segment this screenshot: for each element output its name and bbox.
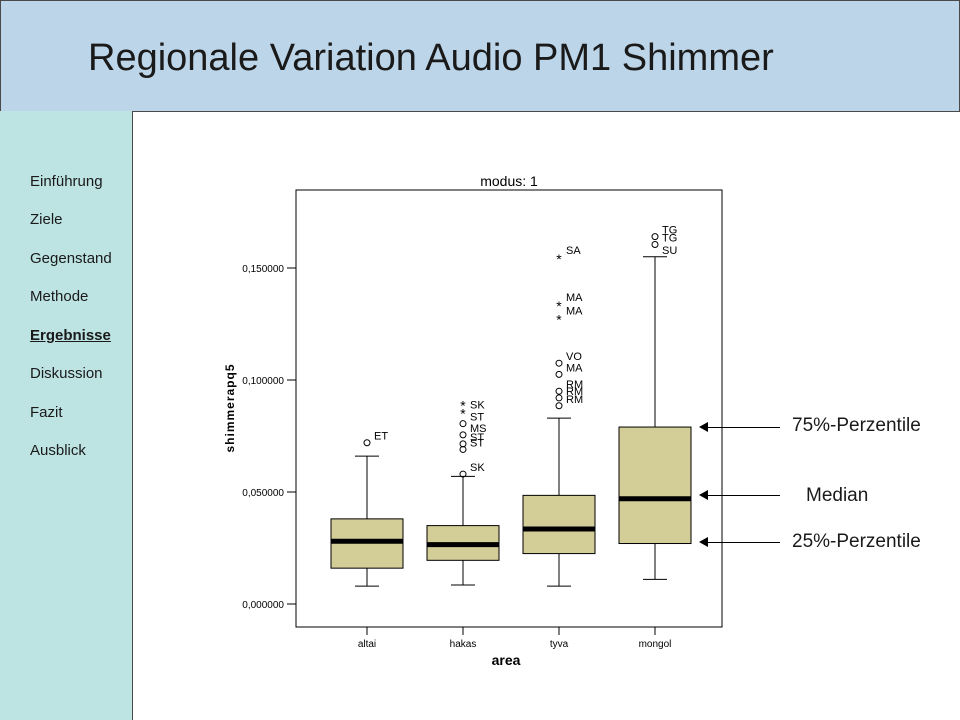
outlier-marker <box>363 439 371 447</box>
outlier-marker <box>555 387 563 395</box>
outlier-label: MS <box>470 423 487 435</box>
chart-title: modus: 1 <box>480 173 538 189</box>
q3-arrow-icon <box>699 422 708 432</box>
extreme-marker: * <box>460 398 466 414</box>
outlier-marker <box>651 240 659 248</box>
nav-item-methode[interactable]: Methode <box>30 288 89 305</box>
extreme-marker: * <box>556 298 562 314</box>
outlier-marker <box>459 440 467 448</box>
nav-item-fazit[interactable]: Fazit <box>30 404 63 421</box>
outlier-label: SA <box>566 245 581 257</box>
plot-frame <box>295 189 723 628</box>
box-tyva <box>522 494 596 555</box>
outlier-label: SK <box>470 399 485 411</box>
y-tick-label: 0,100000 <box>242 376 284 387</box>
x-tick-label: hakas <box>450 639 477 650</box>
x-axis-label: area <box>492 652 521 668</box>
median-arrow-icon <box>699 490 708 500</box>
outlier-marker <box>555 370 563 378</box>
extreme-marker: * <box>460 405 466 421</box>
nav-item-ergebnisse[interactable]: Ergebnisse <box>30 327 111 344</box>
outlier-marker <box>555 402 563 410</box>
outlier-label: RM <box>566 386 583 398</box>
slide-header: Regionale Variation Audio PM1 Shimmer <box>0 0 960 112</box>
outlier-label: MA <box>566 362 583 374</box>
y-axis-label: shimmerapq5 <box>223 363 237 452</box>
outlier-marker <box>459 420 467 428</box>
x-tick-label: mongol <box>639 639 672 650</box>
q3-annotation-label: 75%-Perzentile <box>792 415 921 436</box>
outlier-label: TG <box>662 225 677 237</box>
median-annotation-label: Median <box>806 485 869 506</box>
outlier-label: RM <box>566 394 583 406</box>
q3-annotation-line <box>708 427 780 428</box>
x-tick-label: altai <box>358 639 376 650</box>
outlier-label: ET <box>374 431 388 443</box>
nav-item-gegenstand[interactable]: Gegenstand <box>30 250 112 267</box>
outlier-label: TG <box>662 232 677 244</box>
outlier-label: SU <box>662 245 677 257</box>
outlier-label: ST <box>470 432 484 444</box>
extreme-marker: * <box>556 311 562 327</box>
median-annotation-line <box>708 495 780 496</box>
outlier-label: SK <box>470 462 485 474</box>
nav-item-ausblick[interactable]: Ausblick <box>30 442 86 459</box>
sidebar-nav: Einführung Ziele Gegenstand Methode Erge… <box>0 111 133 720</box>
outlier-label: RM <box>566 379 583 391</box>
outlier-label: ST <box>470 437 484 449</box>
slide-title: Regionale Variation Audio PM1 Shimmer <box>88 37 774 79</box>
nav-item-diskussion[interactable]: Diskussion <box>30 365 103 382</box>
outlier-marker <box>555 359 563 367</box>
y-tick-label: 0,000000 <box>242 600 284 611</box>
outlier-label: MA <box>566 292 583 304</box>
nav-item-ziele[interactable]: Ziele <box>30 211 63 228</box>
outlier-label: VO <box>566 351 582 363</box>
outlier-label: ST <box>470 412 484 424</box>
extreme-marker: * <box>556 251 562 267</box>
q1-annotation-label: 25%-Perzentile <box>792 531 921 552</box>
outlier-marker <box>651 233 659 241</box>
outlier-marker <box>459 431 467 439</box>
q1-arrow-icon <box>699 537 708 547</box>
outlier-marker <box>555 394 563 402</box>
outlier-label: MA <box>566 305 583 317</box>
nav-item-einfuehrung[interactable]: Einführung <box>30 173 103 190</box>
y-tick-label: 0,050000 <box>242 488 284 499</box>
box-mongol <box>618 426 692 545</box>
y-tick-label: 0,150000 <box>242 264 284 275</box>
x-tick-label: tyva <box>550 639 569 650</box>
outlier-marker <box>459 470 467 478</box>
q1-annotation-line <box>708 542 780 543</box>
